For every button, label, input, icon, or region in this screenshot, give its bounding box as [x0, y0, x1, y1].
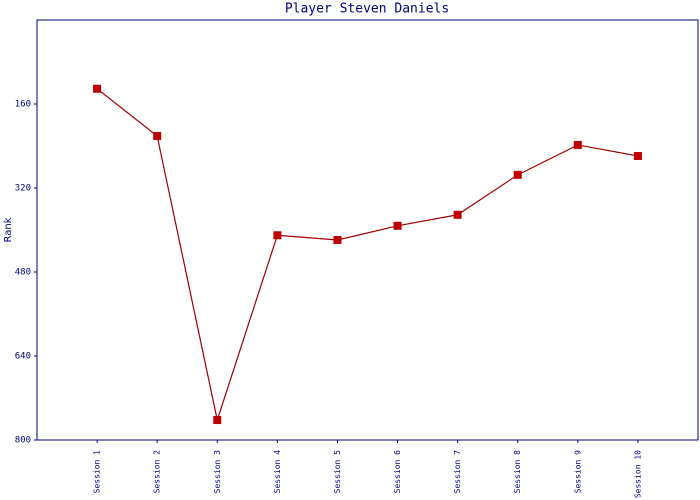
- x-tick-label: Session 5: [333, 450, 342, 494]
- x-tick-label: Session 8: [513, 450, 522, 494]
- data-point: [153, 132, 162, 141]
- data-line: [96, 88, 639, 423]
- data-point: [393, 221, 402, 230]
- x-tick-label: Session 3: [213, 450, 222, 494]
- y-tick-label: 160: [15, 100, 31, 110]
- y-axis-title: Rank: [3, 217, 14, 242]
- x-tick-label: Session 7: [453, 450, 462, 494]
- y-tick-label: 480: [15, 268, 31, 278]
- y-tick-label: 800: [15, 436, 31, 446]
- x-tick-label: Session 1: [93, 450, 102, 494]
- data-point: [453, 210, 462, 219]
- x-tick-label: Session 4: [273, 450, 282, 494]
- data-point: [333, 235, 342, 244]
- chart-title: Player Steven Daniels: [285, 2, 449, 17]
- data-point: [633, 151, 642, 160]
- x-tick-label: Session 9: [573, 450, 582, 494]
- data-point: [93, 84, 102, 93]
- plot-frame: [36, 19, 699, 441]
- data-point: [273, 231, 282, 240]
- x-tick-label: Session 10: [633, 450, 642, 498]
- data-point: [213, 416, 222, 425]
- data-point: [513, 170, 522, 179]
- x-tick-label: Session 2: [153, 450, 162, 494]
- x-tick-label: Session 6: [393, 450, 402, 494]
- y-tick-label: 320: [15, 184, 31, 194]
- data-point: [573, 140, 582, 149]
- y-tick-label: 640: [15, 352, 31, 362]
